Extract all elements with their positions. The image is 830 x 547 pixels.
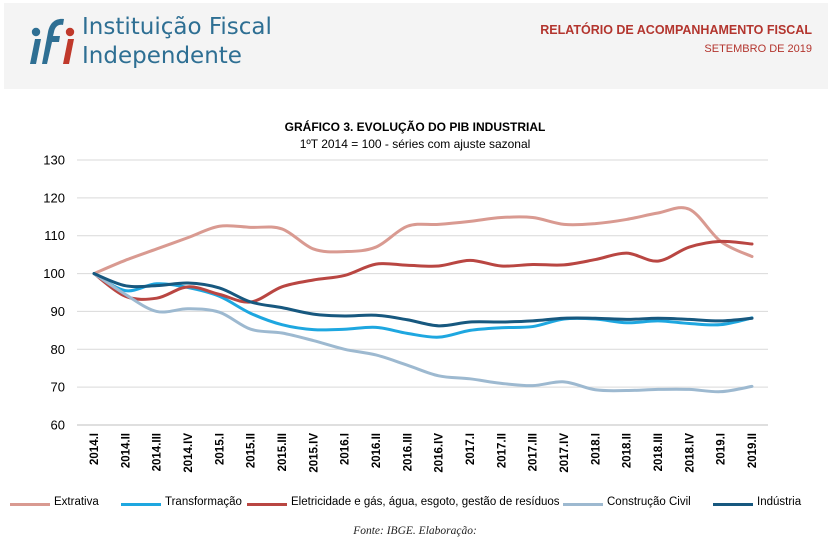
legend-label: Indústria	[757, 496, 802, 508]
x-tick-label: 2018.IV	[684, 433, 696, 473]
legend-swatch	[10, 503, 50, 506]
x-tick-label: 2014.IV	[183, 433, 195, 473]
legend-label: Transformação	[165, 496, 242, 508]
x-tick-label: 2015.III	[277, 433, 289, 471]
report-date: SETEMBRO DE 2019	[704, 43, 812, 55]
x-tick-label: 2017.IV	[559, 433, 571, 473]
y-tick-label: 120	[43, 190, 65, 205]
x-tick-label: 2019.I	[716, 433, 728, 465]
y-tick-label: 130	[43, 153, 65, 168]
institution-name-line2: Independente	[82, 43, 242, 69]
x-tick-label: 2018.I	[590, 433, 602, 465]
chart-title: GRÁFICO 3. EVOLUÇÃO DO PIB INDUSTRIAL	[284, 120, 546, 134]
legend-label: Construção Civil	[607, 496, 691, 508]
x-tick-label: 2015.II	[246, 433, 258, 468]
x-tick-label: 2019.II	[747, 433, 759, 468]
legend-swatch	[121, 503, 161, 506]
x-tick-label: 2016.I	[340, 433, 352, 465]
report-title: RELATÓRIO DE ACOMPANHAMENTO FISCAL	[540, 23, 812, 37]
x-tick-label: 2016.IV	[434, 433, 446, 473]
legend-swatch	[563, 503, 603, 506]
legend-label: Extrativa	[54, 496, 99, 508]
x-tick-label: 2017.III	[528, 433, 540, 471]
x-tick-label: 2015.IV	[308, 433, 320, 473]
x-tick-label: 2018.III	[653, 433, 665, 471]
series-line	[92, 272, 754, 394]
y-tick-label: 110	[44, 228, 65, 243]
y-tick-label: 100	[43, 266, 65, 281]
y-tick-label: 90	[51, 304, 65, 319]
legend-swatch	[247, 503, 287, 506]
institution-name-line1: Instituição Fiscal	[82, 14, 272, 40]
chart-subtitle: 1ºT 2014 = 100 - séries com ajuste sazon…	[299, 137, 531, 151]
x-tick-label: 2017.I	[465, 433, 477, 465]
legend-swatch	[713, 503, 753, 506]
series-line	[92, 272, 754, 328]
series-line	[92, 272, 754, 339]
report-header	[4, 3, 828, 89]
x-tick-label: 2016.II	[371, 433, 383, 468]
y-tick-label: 80	[51, 342, 65, 357]
x-tick-label: 2016.III	[402, 433, 414, 471]
institution-name: Instituição Fiscal Independente	[82, 13, 272, 71]
series-line	[92, 206, 754, 276]
chart-legend: Extrativa Transformação Eletricidade e gás…	[10, 496, 822, 514]
series-line	[92, 239, 754, 304]
legend-label: Eletricidade e gás, água, esgoto, gestão…	[291, 496, 560, 508]
y-tick-label: 60	[51, 418, 65, 433]
x-tick-label: 2018.II	[622, 433, 634, 468]
x-tick-label: 2014.III	[152, 433, 164, 471]
source-note: Fonte: IBGE. Elaboração:	[353, 525, 477, 537]
x-tick-label: 2014.II	[120, 433, 132, 468]
x-tick-label: 2017.II	[496, 433, 508, 468]
x-tick-label: 2015.I	[214, 433, 226, 465]
ifi-logo-icon	[30, 18, 75, 64]
x-tick-label: 2014.I	[89, 433, 101, 465]
y-tick-label: 70	[51, 380, 65, 395]
